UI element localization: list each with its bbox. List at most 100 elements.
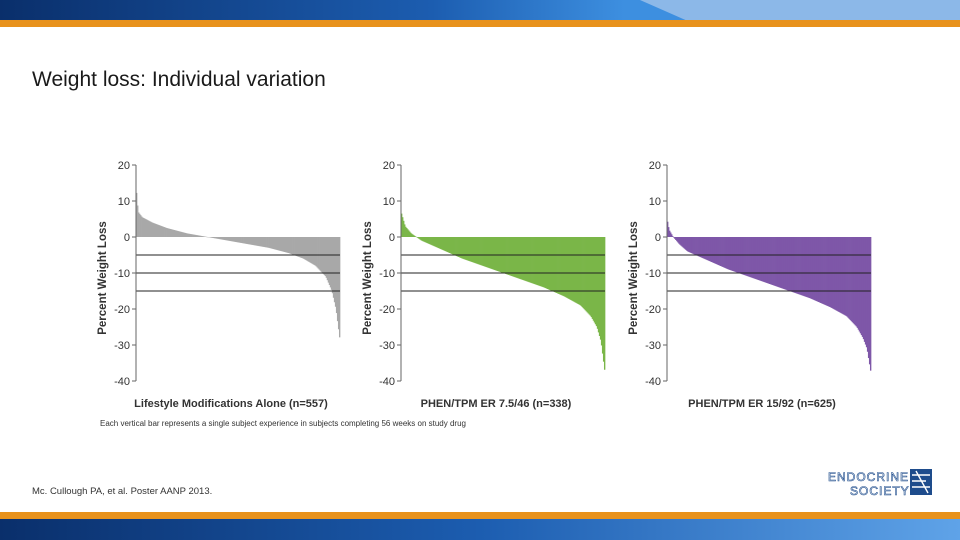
subject-bar [865, 237, 868, 348]
subject-bar [587, 237, 590, 314]
subject-bar [792, 237, 794, 293]
subject-bar [761, 237, 764, 282]
subject-bar [140, 215, 142, 237]
subject-bar [546, 237, 549, 289]
subject-bar [444, 237, 447, 252]
subject-bar [686, 237, 688, 251]
subject-bar [508, 237, 510, 275]
subject-bar [432, 237, 434, 246]
subject-bar [327, 237, 330, 283]
subject-bar [825, 237, 827, 306]
subject-bar [404, 224, 406, 237]
subject-bar [764, 237, 767, 283]
subject-bar [185, 233, 188, 237]
subject-bar [221, 237, 224, 240]
subject-bar [532, 237, 534, 284]
subject-bar [776, 237, 778, 287]
subject-bar [667, 221, 669, 237]
subject-bar [157, 224, 159, 237]
subject-bar [680, 237, 682, 246]
subject-bar [485, 237, 488, 268]
subject-bar [599, 237, 602, 340]
subject-bar [470, 237, 472, 262]
subject-bar [744, 237, 746, 276]
subject-bar [310, 237, 312, 264]
subject-bar [242, 237, 244, 244]
subject-bar [836, 237, 838, 311]
subject-bar [568, 237, 570, 299]
y-tick-label: -40 [645, 376, 661, 388]
subject-bar [174, 230, 177, 237]
subject-bar [828, 237, 830, 307]
subject-bar [817, 237, 820, 303]
subject-bar [855, 237, 858, 327]
subject-bar [146, 219, 148, 237]
subject-bar [319, 237, 321, 271]
subject-bar [338, 237, 341, 338]
subject-bar [714, 237, 717, 264]
subject-bar [580, 237, 582, 306]
subject-bar [414, 235, 416, 237]
subject-bar [720, 237, 722, 267]
subject-bar [424, 237, 426, 243]
subject-bar [593, 237, 596, 323]
subject-bar [775, 237, 777, 287]
subject-bar [548, 237, 551, 290]
subject-bar [533, 237, 535, 284]
subject-bar [154, 223, 156, 237]
subject-bar [777, 237, 779, 287]
subject-bar [856, 237, 859, 328]
subject-bar [421, 237, 423, 241]
subject-bar [266, 237, 268, 248]
subject-bar [854, 237, 857, 326]
subject-bar [566, 237, 568, 298]
subject-bar [867, 237, 870, 359]
subject-bar [272, 237, 275, 250]
subject-bar [152, 222, 154, 237]
subject-bar [789, 237, 791, 292]
subject-bar [511, 237, 513, 277]
subject-bar [150, 221, 152, 237]
subject-bar [821, 237, 823, 304]
y-tick-label: -20 [645, 304, 661, 316]
subject-bar [315, 237, 317, 267]
y-tick-label: -30 [379, 340, 395, 352]
subject-bar [684, 237, 686, 250]
subject-bar [512, 237, 514, 277]
subject-bar [279, 237, 282, 251]
subject-bar [255, 237, 257, 246]
subject-bar [202, 236, 204, 237]
subject-bar [681, 237, 683, 247]
subject-bar [296, 237, 298, 257]
subject-bar [213, 237, 215, 239]
chart-panel-3: 20 10 0 -10 -20 -30 -40 Percent Weight Loss PHEN… [628, 160, 872, 410]
y-tick-label: 0 [124, 232, 130, 244]
subject-bar [299, 237, 301, 258]
subject-bar [813, 237, 816, 301]
subject-bar [796, 237, 798, 294]
bars-panel-3 [667, 221, 872, 371]
subject-bar [515, 237, 517, 278]
subject-bar [510, 237, 512, 276]
subject-bar [441, 237, 444, 250]
subject-bar [166, 228, 168, 237]
subject-bar [226, 237, 229, 241]
subject-bar [287, 237, 290, 254]
subject-bar [526, 237, 528, 282]
subject-bar [438, 237, 441, 249]
subject-bar [495, 237, 498, 271]
subject-bar [589, 237, 592, 316]
subject-bar [784, 237, 786, 290]
subject-bar [298, 237, 300, 257]
subject-bar [812, 237, 815, 300]
subject-bar [513, 237, 515, 277]
subject-bar [294, 237, 296, 256]
subject-bar [851, 237, 853, 323]
subject-bar [815, 237, 818, 302]
subject-bar [281, 237, 284, 252]
subject-bar [555, 237, 557, 293]
logo-line-1: ENDOCRINE [828, 470, 909, 484]
subject-bar [669, 230, 671, 237]
subject-bar [547, 237, 550, 290]
subject-bar [575, 237, 577, 303]
